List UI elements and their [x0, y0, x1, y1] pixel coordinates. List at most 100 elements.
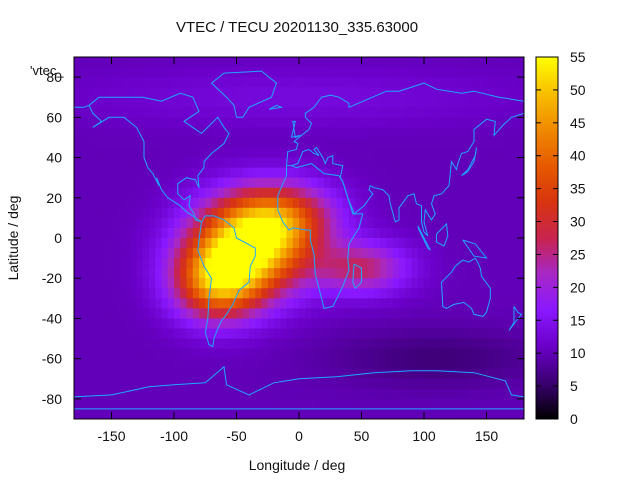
heatmap-cell — [361, 127, 369, 139]
heatmap-cell — [511, 77, 519, 88]
heatmap-cell — [74, 248, 81, 259]
heatmap-cell — [436, 318, 444, 330]
heatmap-cell — [355, 258, 363, 269]
heatmap-cell — [417, 67, 425, 78]
heatmap-cell — [336, 197, 344, 209]
heatmap-cell — [355, 157, 363, 169]
heatmap-cell — [155, 207, 163, 219]
colorbar-tick-label: 55 — [570, 49, 586, 65]
heatmap-cell — [211, 298, 219, 309]
heatmap-cell — [280, 248, 288, 259]
heatmap-cell — [274, 227, 281, 239]
heatmap-cell — [105, 197, 113, 209]
heatmap-cell — [486, 207, 494, 219]
heatmap-cell — [86, 197, 94, 209]
heatmap-cell — [124, 147, 131, 159]
heatmap-cell — [355, 378, 363, 390]
heatmap-cell — [111, 117, 119, 128]
heatmap-cell — [74, 157, 81, 169]
heatmap-cell — [292, 117, 300, 128]
heatmap-cell — [242, 117, 250, 128]
heatmap-cell — [105, 298, 113, 309]
heatmap-cell — [149, 388, 156, 400]
heatmap-cell — [305, 268, 313, 279]
heatmap-cell — [317, 147, 325, 159]
heatmap-cell — [405, 207, 413, 219]
heatmap-cell — [117, 298, 125, 309]
heatmap-cell — [267, 227, 275, 239]
heatmap-cell — [205, 388, 213, 400]
heatmap-cell — [161, 408, 169, 419]
heatmap-cell — [342, 127, 350, 139]
heatmap-cell — [480, 67, 488, 78]
heatmap-cell — [286, 217, 294, 229]
heatmap-cell — [286, 77, 294, 88]
heatmap-cell — [280, 398, 288, 410]
heatmap-cell — [424, 107, 431, 118]
heatmap-cell — [499, 107, 506, 118]
heatmap-cell — [386, 398, 394, 410]
heatmap-cell — [180, 207, 188, 219]
heatmap-cell — [174, 197, 181, 209]
heatmap-cell — [474, 278, 481, 289]
heatmap-cell — [361, 308, 369, 320]
heatmap-cell — [180, 328, 188, 340]
heatmap-cell — [311, 147, 319, 159]
heatmap-cell — [192, 258, 200, 269]
heatmap-cell — [355, 197, 363, 209]
heatmap-cell — [424, 127, 431, 139]
heatmap-cell — [242, 278, 250, 289]
heatmap-cell — [455, 187, 463, 199]
heatmap-cell — [292, 77, 300, 88]
heatmap-cell — [249, 137, 256, 149]
heatmap-cell — [430, 278, 438, 289]
heatmap-cell — [105, 238, 113, 249]
heatmap-cell — [205, 117, 213, 128]
heatmap-cell — [492, 358, 500, 370]
heatmap-cell — [105, 398, 113, 410]
heatmap-cell — [105, 318, 113, 330]
heatmap-cell — [230, 338, 238, 350]
heatmap-cell — [430, 217, 438, 229]
heatmap-cell — [430, 207, 438, 219]
heatmap-cell — [124, 238, 131, 249]
heatmap-cell — [311, 227, 319, 239]
heatmap-cell — [411, 288, 419, 299]
heatmap-cell — [480, 107, 488, 118]
heatmap-cell — [424, 157, 431, 169]
heatmap-cell — [130, 368, 138, 380]
heatmap-cell — [211, 378, 219, 390]
heatmap-cell — [342, 378, 350, 390]
heatmap-cell — [192, 157, 200, 169]
heatmap-cell — [292, 278, 300, 289]
heatmap-cell — [105, 388, 113, 400]
heatmap-cell — [517, 328, 524, 340]
heatmap-cell — [136, 227, 144, 239]
heatmap-cell — [286, 87, 294, 98]
heatmap-cell — [330, 127, 338, 139]
heatmap-cell — [474, 378, 481, 390]
heatmap-cell — [255, 177, 263, 189]
heatmap-cell — [130, 338, 138, 350]
heatmap-cell — [217, 338, 225, 350]
heatmap-cell — [411, 378, 419, 390]
y-tick-label: 0 — [54, 230, 62, 246]
heatmap-cell — [442, 137, 450, 149]
heatmap-cell — [417, 348, 425, 360]
heatmap-cell — [474, 227, 481, 239]
heatmap-cell — [449, 308, 456, 320]
heatmap-cell — [149, 87, 156, 98]
heatmap-cell — [449, 298, 456, 309]
heatmap-cell — [355, 278, 363, 289]
heatmap-grid — [74, 57, 524, 419]
heatmap-cell — [217, 298, 225, 309]
heatmap-cell — [492, 207, 500, 219]
heatmap-cell — [386, 147, 394, 159]
heatmap-cell — [305, 408, 313, 419]
heatmap-cell — [380, 288, 388, 299]
heatmap-cell — [330, 217, 338, 229]
heatmap-cell — [455, 97, 463, 108]
heatmap-cell — [274, 177, 281, 189]
heatmap-cell — [386, 157, 394, 169]
heatmap-cell — [386, 127, 394, 139]
